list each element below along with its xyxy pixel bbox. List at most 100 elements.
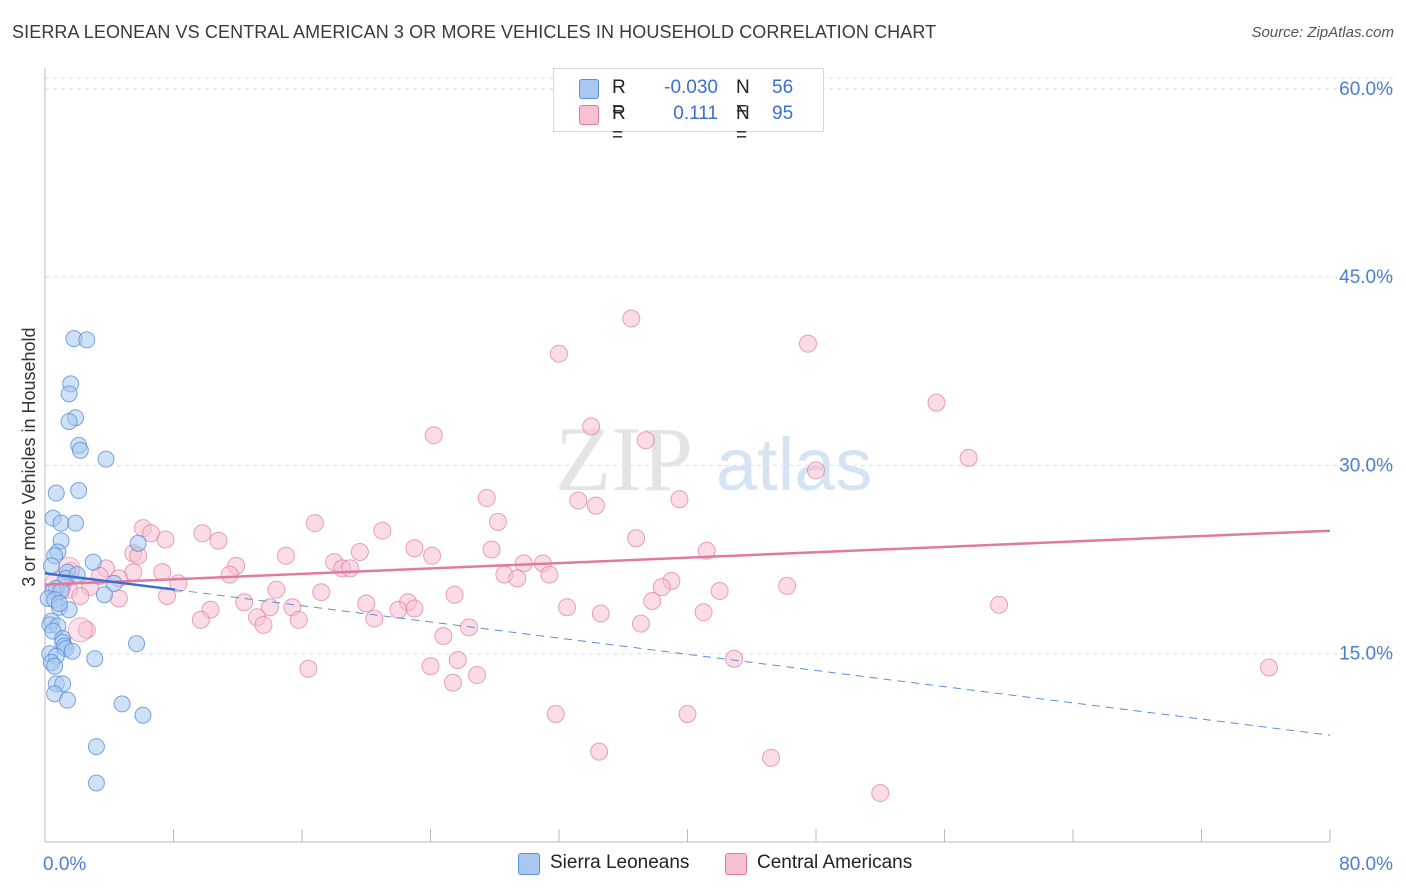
central-american-point: [569, 491, 588, 510]
central-american-point: [631, 614, 650, 633]
central-american-point: [546, 704, 565, 723]
central-american-point: [990, 595, 1009, 614]
sierra-leoneans-points: [39, 330, 152, 792]
central-american-point: [365, 609, 384, 628]
central-american-point: [276, 546, 295, 565]
sierra-leonean-point: [52, 514, 70, 532]
central-american-point: [590, 742, 609, 761]
sierra-leonean-point: [87, 738, 105, 756]
sierra-leonean-point: [68, 566, 86, 584]
y-tick-label: 45.0%: [1339, 267, 1393, 288]
central-american-point: [209, 531, 228, 550]
central-american-point: [710, 581, 729, 600]
central-american-point: [694, 603, 713, 622]
legend-n-value: 95: [772, 103, 794, 124]
central-american-point: [582, 417, 601, 436]
legend-swatch-pink: [579, 105, 599, 125]
sierra-leonean-point: [113, 695, 131, 713]
y-tick-label: 15.0%: [1339, 644, 1393, 665]
central-american-point: [156, 530, 175, 549]
axes: [44, 68, 1331, 843]
central-american-point: [373, 521, 392, 540]
sierra-leoneans-trend-line: [44, 572, 176, 591]
sierra-leonean-point: [50, 594, 68, 612]
correlation-legend: R = -0.030 N = 56 R = 0.111 N = 95: [553, 68, 824, 146]
central-american-point: [778, 576, 797, 595]
central-american-point: [622, 309, 641, 328]
central-american-point: [312, 583, 331, 602]
watermark-atlas: atlas: [716, 423, 872, 506]
central-american-point: [586, 496, 605, 515]
legend-r-value: 0.111: [673, 103, 718, 124]
central-american-point: [77, 620, 96, 639]
central-american-point: [558, 598, 577, 617]
x-tick-label: 80.0%: [1339, 854, 1393, 875]
central-american-point: [423, 546, 442, 565]
central-american-point: [71, 586, 90, 605]
sierra-leonean-point: [58, 691, 76, 709]
central-american-point: [550, 344, 568, 363]
central-american-point: [477, 489, 496, 508]
legend-n-label: N =: [736, 77, 750, 120]
central-american-point: [460, 618, 479, 637]
central-american-point: [350, 543, 369, 562]
central-american-point: [254, 615, 273, 634]
central-american-point: [305, 514, 324, 533]
sierra-leonean-point: [78, 331, 96, 349]
central-american-point: [643, 591, 662, 610]
legend-n-label: N =: [736, 103, 750, 146]
central-american-point: [1259, 658, 1278, 677]
central-american-point: [959, 448, 978, 467]
central-american-point: [191, 610, 210, 629]
sierra-leonean-point: [60, 412, 78, 430]
x-tick-label: 0.0%: [43, 854, 86, 875]
central-american-point: [627, 529, 646, 548]
chart-source: Source: ZipAtlas.com: [1251, 24, 1394, 41]
central-american-point: [405, 539, 424, 558]
central-american-point: [299, 659, 318, 678]
central-american-point: [591, 604, 610, 623]
legend-swatch-blue: [518, 853, 540, 875]
sierra-leonean-point: [134, 706, 152, 724]
central-american-point: [260, 598, 279, 617]
sierra-leonean-point: [42, 557, 60, 575]
legend-r-value: -0.030: [664, 77, 718, 98]
legend-label: Sierra Leoneans: [550, 852, 690, 873]
sierra-leonean-point: [47, 484, 65, 502]
central-american-point: [678, 704, 697, 723]
central-american-point: [424, 426, 443, 445]
legend-n-value: 56: [772, 77, 794, 98]
axis-labels: 15.0% 30.0% 45.0% 60.0% 0.0% 80.0% 3 or more V…: [19, 79, 1393, 875]
central-american-point: [267, 580, 286, 599]
sierra-leonean-point: [67, 514, 85, 532]
central-american-point: [725, 649, 744, 668]
sierra-leonean-point: [128, 635, 146, 653]
legend-r-label: R =: [612, 77, 626, 120]
central-american-point: [762, 748, 781, 767]
y-tick-label: 30.0%: [1339, 455, 1393, 476]
central-american-point: [636, 431, 655, 450]
sierra-leonean-point: [84, 553, 102, 571]
sierra-leonean-point: [63, 642, 81, 660]
central-american-point: [670, 490, 689, 509]
sierra-leonean-point: [71, 441, 89, 459]
legend-swatch-blue: [579, 79, 599, 99]
central-american-point: [389, 600, 408, 619]
sierra-leonean-point: [129, 534, 147, 552]
sierra-leonean-point: [60, 385, 78, 403]
central-american-point: [807, 461, 825, 480]
central-american-point: [443, 673, 462, 692]
sierra-leonean-point: [86, 650, 104, 668]
sierra-leonean-point: [87, 774, 105, 792]
central-american-point: [220, 565, 239, 584]
legend-label: Central Americans: [757, 852, 913, 873]
grid-lines: [45, 77, 1395, 655]
central-american-point: [482, 540, 501, 559]
legend-swatch-pink: [725, 853, 747, 875]
y-tick-label: 60.0%: [1339, 79, 1393, 100]
central-american-point: [289, 610, 308, 629]
sierra-leoneans-trend-extension: [175, 589, 1331, 736]
central-american-point: [798, 334, 817, 353]
central-american-point: [540, 565, 559, 584]
trend-lines: [44, 529, 1331, 736]
